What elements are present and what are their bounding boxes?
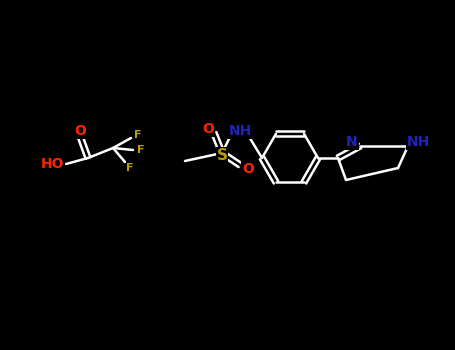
Text: F: F (126, 163, 134, 173)
Text: NH: NH (228, 124, 252, 138)
Text: NH: NH (406, 135, 430, 149)
Text: O: O (202, 122, 214, 136)
Text: F: F (137, 145, 145, 155)
Text: F: F (134, 130, 142, 140)
Text: S: S (217, 147, 228, 162)
Text: O: O (74, 124, 86, 138)
Text: HO: HO (41, 157, 65, 171)
Text: O: O (242, 162, 254, 176)
Text: N: N (346, 135, 358, 149)
